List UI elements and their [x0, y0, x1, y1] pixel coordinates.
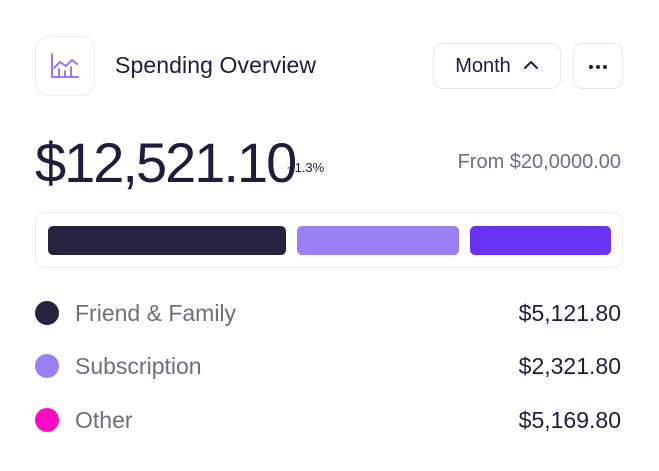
period-label: Month [455, 54, 511, 77]
change-badge: +1.3% [287, 160, 325, 175]
period-dropdown-button[interactable]: Month [433, 43, 561, 89]
chevron-up-icon [523, 57, 539, 75]
legend-value: $2,321.80 [518, 353, 621, 379]
legend-label: Other [75, 407, 133, 433]
segment-other [470, 226, 611, 255]
legend-item: Subscription $2,321.80 [35, 346, 623, 386]
legend-dot [35, 354, 59, 378]
legend-item: Other $5,169.80 [35, 400, 623, 440]
segment-subscription [297, 226, 459, 255]
more-options-button[interactable] [573, 43, 623, 89]
more-horizontal-icon [588, 57, 608, 75]
total-amount: $12,521.10 [35, 131, 297, 194]
from-amount: From $20,0000.00 [457, 151, 621, 173]
legend-label: Friend & Family [75, 300, 237, 326]
spending-breakdown-bar [35, 212, 623, 268]
legend-dot [35, 408, 59, 432]
segment-friend-family [48, 226, 286, 255]
legend-dot [35, 301, 59, 325]
legend-value: $5,169.80 [518, 407, 621, 433]
legend-label: Subscription [75, 353, 202, 379]
page-title: Spending Overview [115, 52, 317, 78]
legend-value: $5,121.80 [518, 300, 621, 326]
chart-icon [35, 36, 95, 96]
legend-item: Friend & Family $5,121.80 [35, 293, 623, 333]
